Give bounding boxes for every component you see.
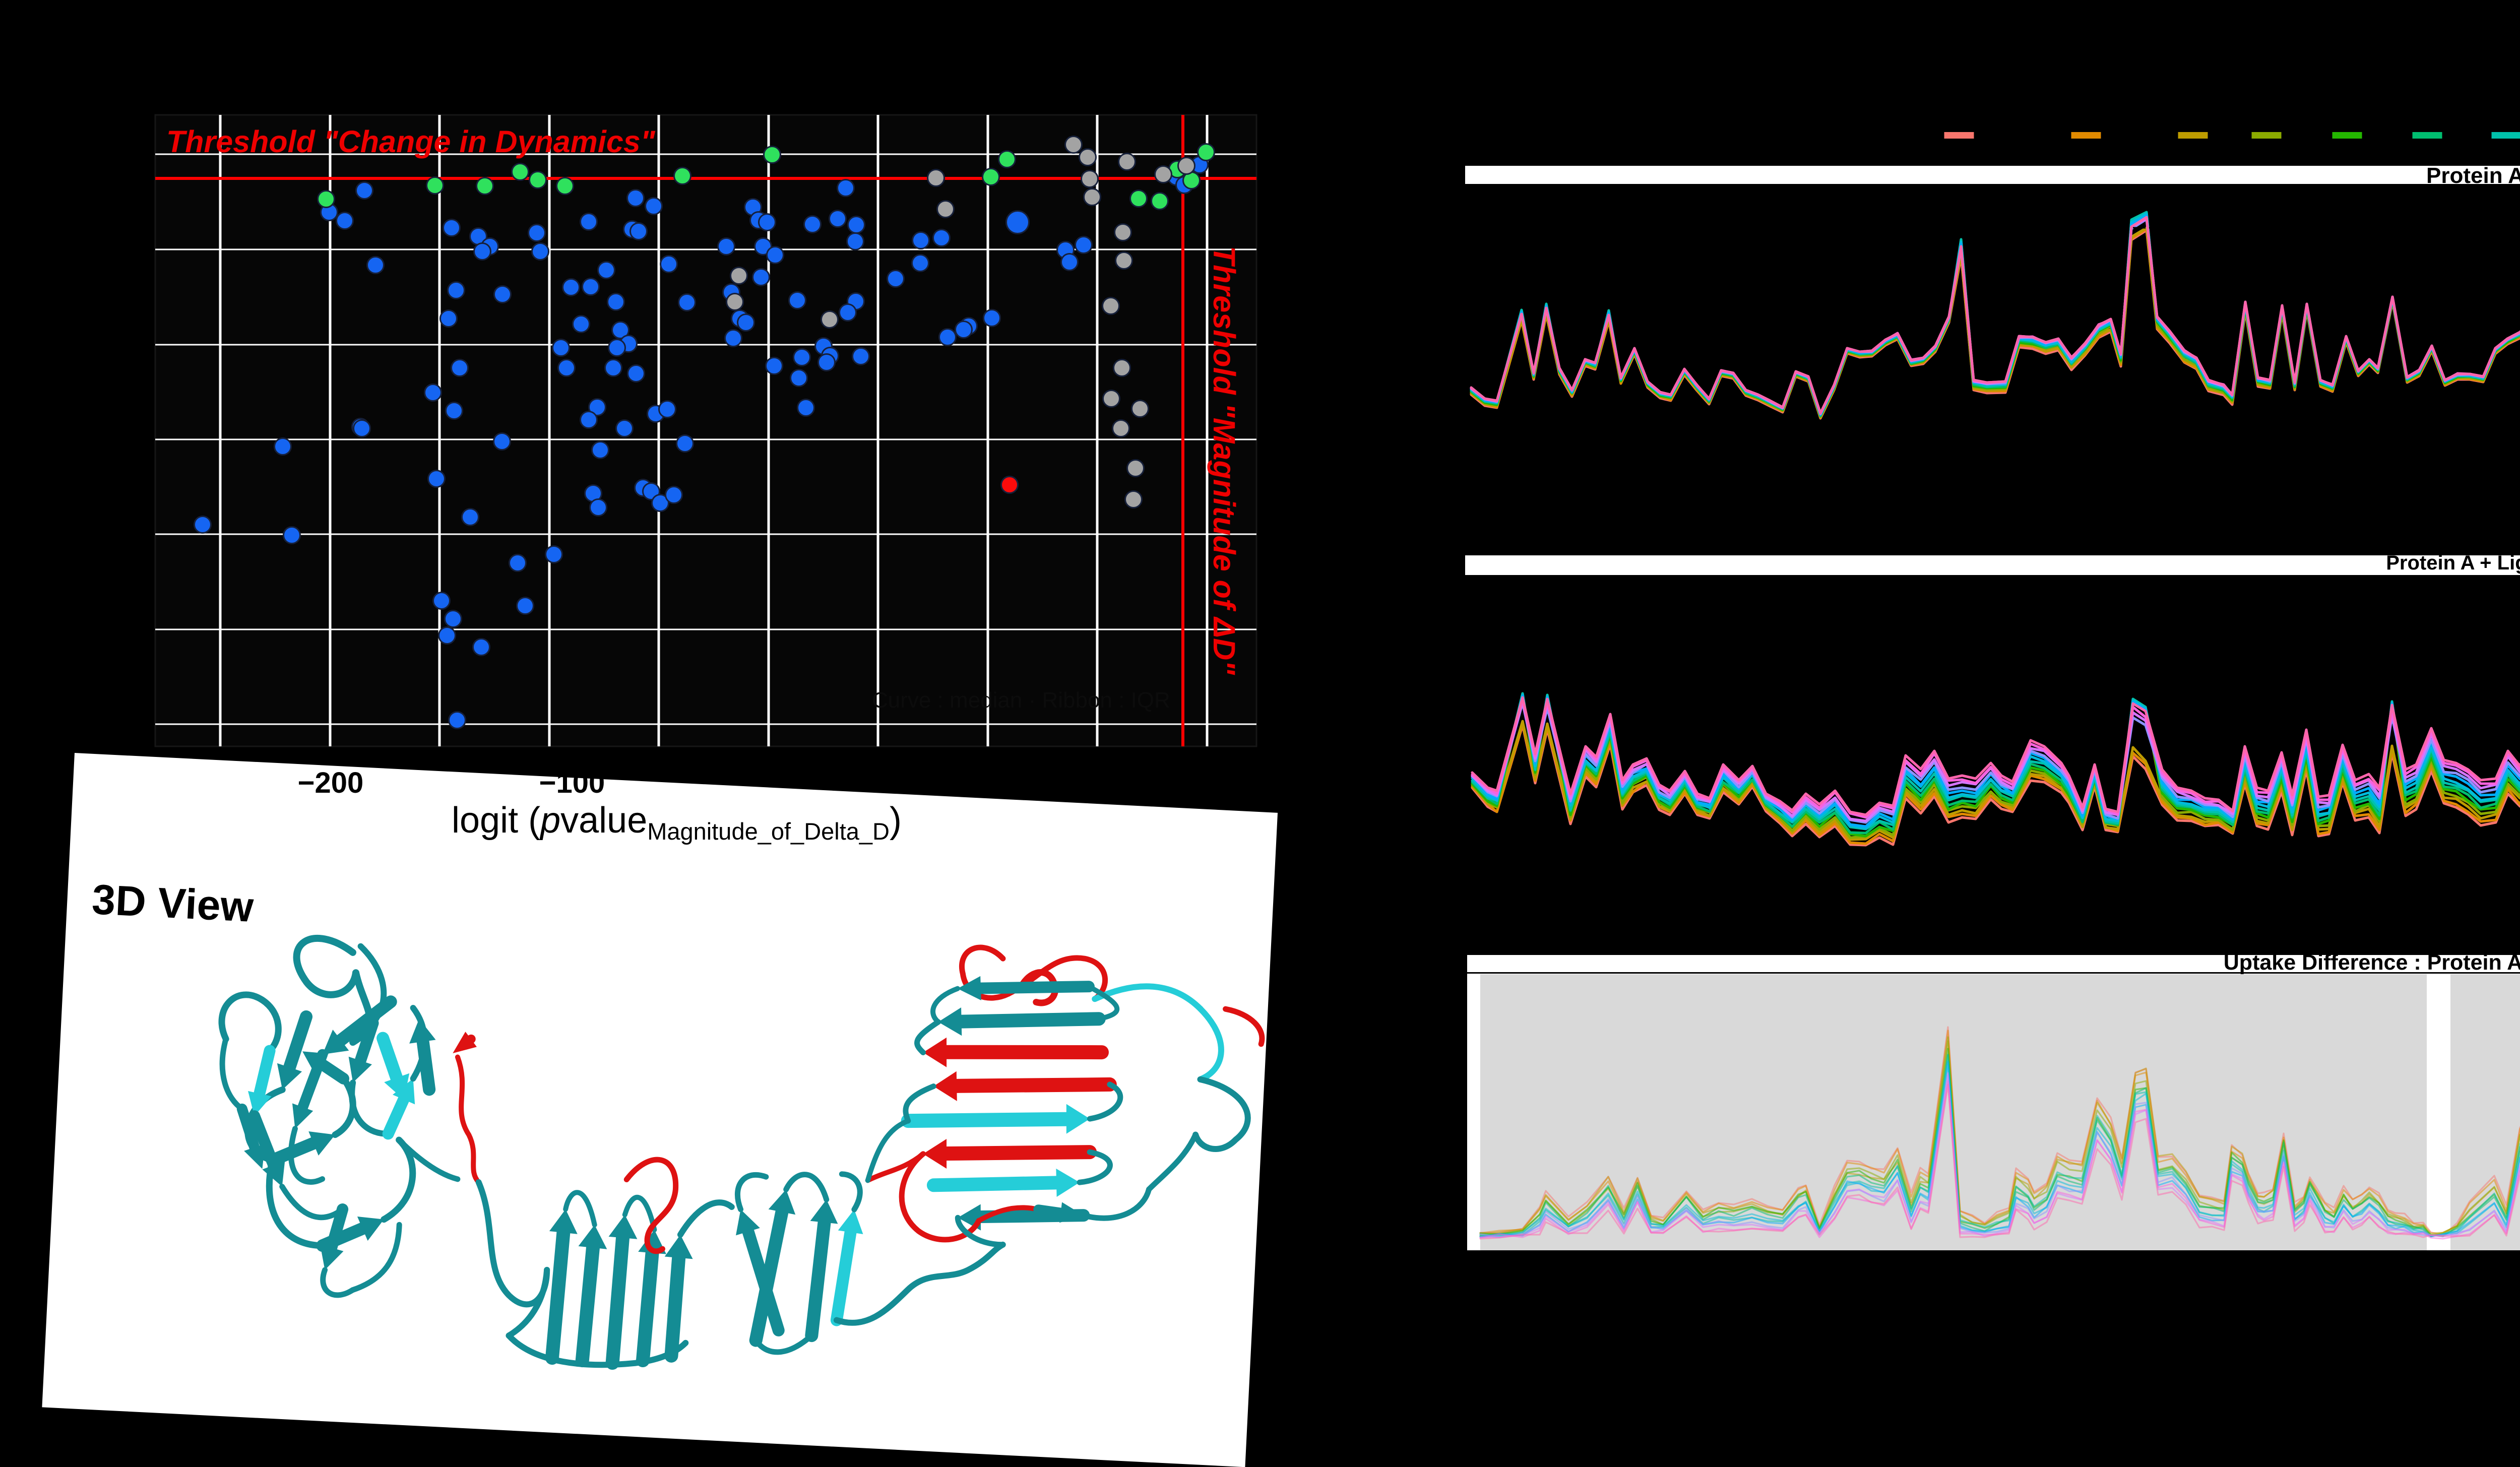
svg-text:Uptake Difference : Protein A: Uptake Difference : Protein A - (Protein… bbox=[2224, 950, 2520, 975]
svg-text:Threshold "Magnitude of ΔD": Threshold "Magnitude of ΔD" bbox=[1207, 246, 1241, 675]
svg-text:Protein A: Protein A bbox=[2426, 163, 2520, 188]
svg-text:Protein A + Ligand: Protein A + Ligand bbox=[2386, 552, 2520, 574]
svg-text:logit (pvalueMagnitude_of_Delt: logit (pvalueMagnitude_of_Delta_D) bbox=[452, 800, 902, 845]
svg-text:−200: −200 bbox=[298, 767, 364, 799]
svg-text:Threshold "Change in Dynamics": Threshold "Change in Dynamics" bbox=[166, 124, 656, 159]
svg-text:Curve : median · Ribbon : IQR: Curve : median · Ribbon : IQR bbox=[872, 688, 1170, 713]
svg-text:−100: −100 bbox=[539, 767, 605, 799]
